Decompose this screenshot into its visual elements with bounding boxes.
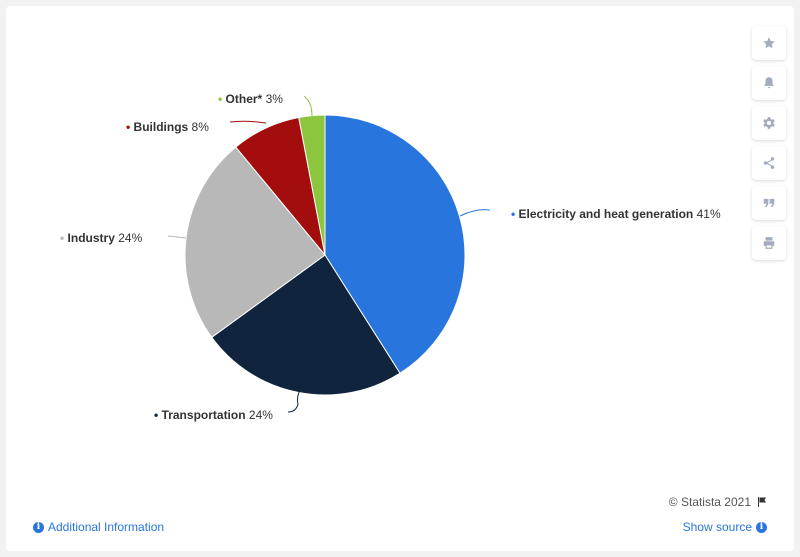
cite-button[interactable] [752, 186, 786, 220]
show-source-label: Show source [682, 520, 752, 534]
additional-information-label: Additional Information [48, 520, 165, 534]
data-label: • Industry 24% [60, 231, 143, 245]
copyright-text: © Statista 2021 [668, 495, 751, 509]
quote-icon [763, 198, 775, 208]
info-icon: i [33, 521, 44, 533]
info-icon: i [756, 521, 767, 533]
show-source-link[interactable]: Show source i [683, 520, 767, 534]
settings-button[interactable] [752, 106, 786, 140]
leader-line [287, 385, 303, 413]
leader-line [167, 235, 187, 239]
notification-button[interactable] [752, 66, 786, 100]
print-icon [763, 237, 775, 249]
pie-chart: • Electricity and heat generation 41% • T… [60, 92, 721, 422]
chart-card: • Electricity and heat generation 41% • T… [6, 6, 794, 551]
data-label: • Transportation 24% [154, 408, 273, 422]
chart-toolbar [752, 26, 786, 260]
bell-icon [764, 77, 774, 89]
star-icon [763, 37, 775, 49]
leader-line [303, 95, 313, 117]
flag-icon[interactable] [756, 496, 768, 508]
data-label: • Other* 3% [218, 92, 283, 106]
favorite-button[interactable] [752, 26, 786, 60]
data-label: • Electricity and heat generation 41% [511, 207, 721, 221]
data-label: • Buildings 8% [126, 120, 209, 134]
leader-line [459, 209, 491, 217]
gear-icon [763, 117, 775, 129]
pie-slice-electricity-and-heat-generation[interactable] [324, 114, 466, 374]
share-button[interactable] [752, 146, 786, 180]
share-icon [763, 157, 775, 169]
leader-line [229, 120, 267, 124]
pie-slice-industry[interactable] [184, 146, 326, 338]
additional-information-link[interactable]: i Additional Information [33, 520, 164, 534]
print-button[interactable] [752, 226, 786, 260]
copyright: © Statista 2021 [669, 495, 768, 509]
